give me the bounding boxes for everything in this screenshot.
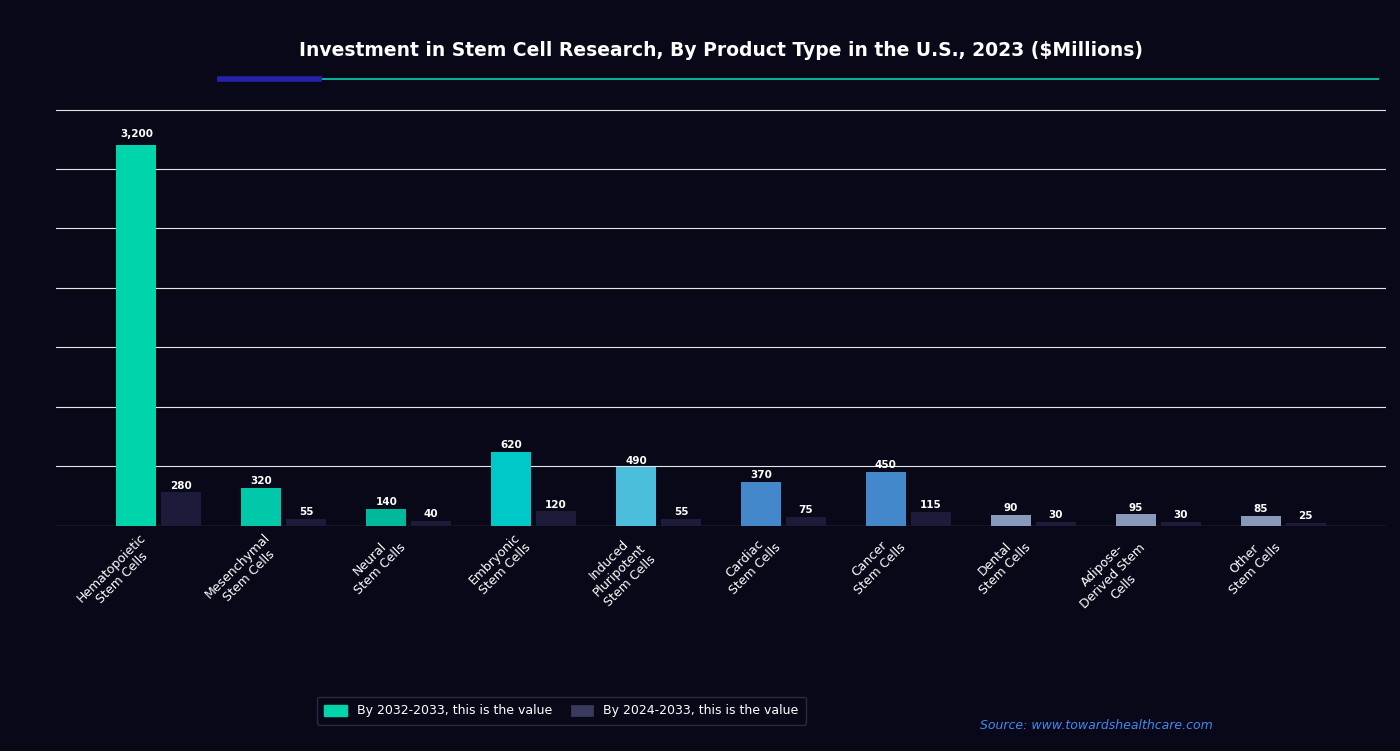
Bar	[412, 521, 451, 526]
Text: 30: 30	[1173, 511, 1189, 520]
Text: 320: 320	[251, 476, 272, 486]
Text: 95: 95	[1128, 502, 1142, 513]
Text: 450: 450	[875, 460, 897, 470]
Bar	[287, 519, 326, 526]
Bar	[1036, 522, 1075, 526]
Bar	[616, 467, 657, 526]
Legend: By 2032-2033, this is the value, By 2024-2033, this is the value: By 2032-2033, this is the value, By 2024…	[316, 697, 806, 725]
Bar	[865, 472, 906, 526]
Bar	[491, 452, 531, 526]
Text: 90: 90	[1004, 503, 1018, 513]
Bar	[661, 519, 701, 526]
Bar	[1161, 522, 1201, 526]
Bar	[911, 512, 951, 526]
Title: Investment in Stem Cell Research, By Product Type in the U.S., 2023 ($Millions): Investment in Stem Cell Research, By Pro…	[300, 41, 1142, 60]
Text: 140: 140	[375, 497, 398, 507]
Text: 55: 55	[673, 508, 689, 517]
Bar	[991, 515, 1030, 526]
Bar	[241, 487, 281, 526]
Text: 75: 75	[798, 505, 813, 515]
Text: 370: 370	[750, 470, 771, 480]
Text: 40: 40	[424, 509, 438, 519]
Text: 620: 620	[500, 440, 522, 450]
Bar	[367, 509, 406, 526]
Text: 30: 30	[1049, 511, 1063, 520]
Bar	[785, 517, 826, 526]
Bar	[1116, 514, 1155, 526]
Text: 85: 85	[1253, 504, 1268, 514]
Bar	[741, 481, 781, 526]
Text: 120: 120	[545, 499, 567, 510]
Bar	[116, 145, 157, 526]
Text: 280: 280	[171, 481, 192, 490]
Bar	[1240, 516, 1281, 526]
Text: 25: 25	[1298, 511, 1313, 521]
Text: Source: www.towardshealthcare.com: Source: www.towardshealthcare.com	[980, 719, 1212, 732]
Text: 115: 115	[920, 500, 942, 510]
Bar	[1285, 523, 1326, 526]
Text: 55: 55	[300, 508, 314, 517]
Text: 3,200: 3,200	[120, 129, 153, 139]
Bar	[161, 493, 202, 526]
Text: 490: 490	[626, 456, 647, 466]
Bar	[536, 511, 577, 526]
